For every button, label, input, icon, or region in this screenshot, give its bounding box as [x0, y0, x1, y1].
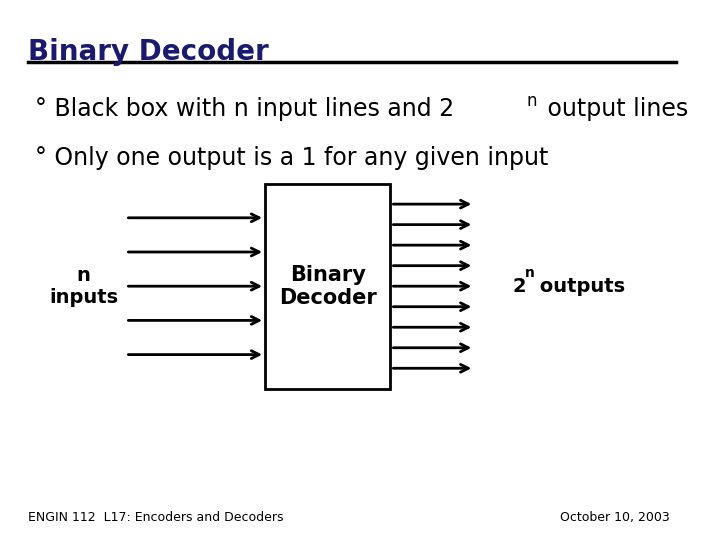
Text: outputs: outputs	[534, 276, 626, 296]
Text: Binary Decoder: Binary Decoder	[28, 38, 269, 66]
Text: ° Black box with n input lines and 2: ° Black box with n input lines and 2	[35, 97, 454, 121]
Text: output lines: output lines	[541, 97, 688, 121]
Text: n: n	[526, 92, 537, 110]
Text: 2: 2	[513, 276, 526, 296]
Text: ENGIN 112  L17: Encoders and Decoders: ENGIN 112 L17: Encoders and Decoders	[28, 511, 284, 524]
Text: Binary
Decoder: Binary Decoder	[279, 265, 377, 308]
FancyBboxPatch shape	[265, 184, 390, 389]
Text: n: n	[525, 266, 535, 280]
Text: ° Only one output is a 1 for any given input: ° Only one output is a 1 for any given i…	[35, 146, 548, 170]
Text: October 10, 2003: October 10, 2003	[559, 511, 670, 524]
Text: n
inputs: n inputs	[49, 266, 118, 307]
